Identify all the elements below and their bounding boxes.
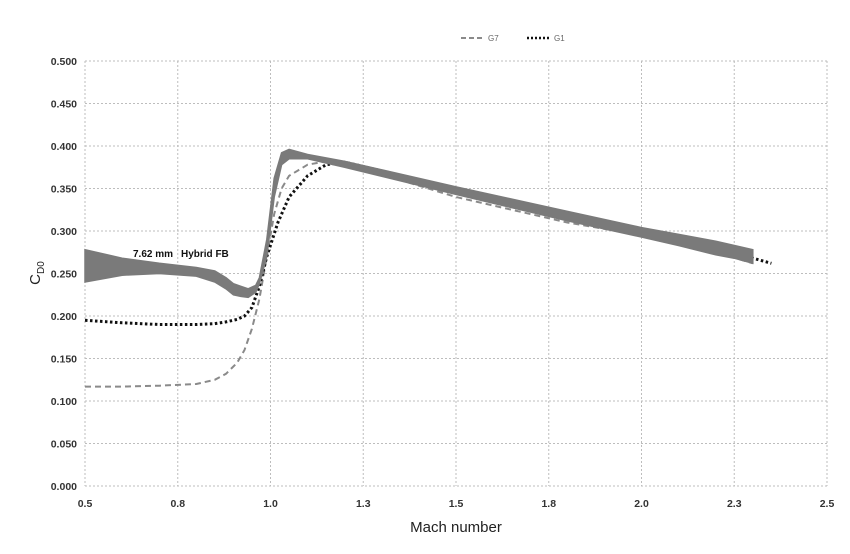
y-tick-label: 0.500 — [51, 56, 77, 68]
x-tick-label: 2.5 — [820, 498, 835, 510]
y-tick-label: 0.450 — [51, 99, 77, 111]
series-layer — [84, 148, 772, 388]
x-tick-label: 1.8 — [541, 498, 556, 510]
x-tick-label: 1.3 — [356, 498, 371, 510]
y-tick-label: 0.250 — [51, 269, 77, 281]
annotation-name-label: Hybrid FB — [181, 249, 229, 260]
x-tick-label: 2.0 — [634, 498, 649, 510]
x-tick-label: 1.0 — [263, 498, 278, 510]
y-axis-title-subscript: D0 — [36, 261, 47, 274]
y-axis-title: CD0 — [27, 261, 47, 285]
legend: G7 G1 — [461, 34, 565, 43]
x-tick-labels: 0.5 0.8 1.0 1.3 1.5 1.8 2.0 2.3 2.5 — [78, 498, 835, 510]
y-tick-label: 0.000 — [51, 481, 77, 493]
y-tick-label: 0.100 — [51, 396, 77, 408]
y-axis-title-group: CD0 — [27, 261, 47, 285]
y-tick-label: 0.400 — [51, 141, 77, 153]
series-line-g7 — [85, 160, 754, 388]
x-tick-label: 0.5 — [78, 498, 93, 510]
y-tick-label: 0.300 — [51, 226, 77, 238]
x-axis-title: Mach number — [410, 519, 502, 536]
legend-label-g7: G7 — [488, 34, 499, 43]
y-tick-label: 0.050 — [51, 439, 77, 451]
y-tick-label: 0.150 — [51, 354, 77, 366]
y-tick-label: 0.200 — [51, 311, 77, 323]
x-tick-label: 2.3 — [727, 498, 742, 510]
series-band-hybrid-fb — [84, 148, 754, 299]
x-tick-label: 0.8 — [170, 498, 185, 510]
legend-label-g1: G1 — [554, 34, 565, 43]
y-axis-title-main: C — [27, 274, 44, 285]
y-tick-labels: 0.000 0.050 0.100 0.150 0.200 0.250 0.300 0.350… — [51, 56, 77, 493]
annotation-size-label: 7.62 mm — [133, 249, 173, 260]
y-tick-label: 0.350 — [51, 184, 77, 196]
x-tick-label: 1.5 — [449, 498, 464, 510]
